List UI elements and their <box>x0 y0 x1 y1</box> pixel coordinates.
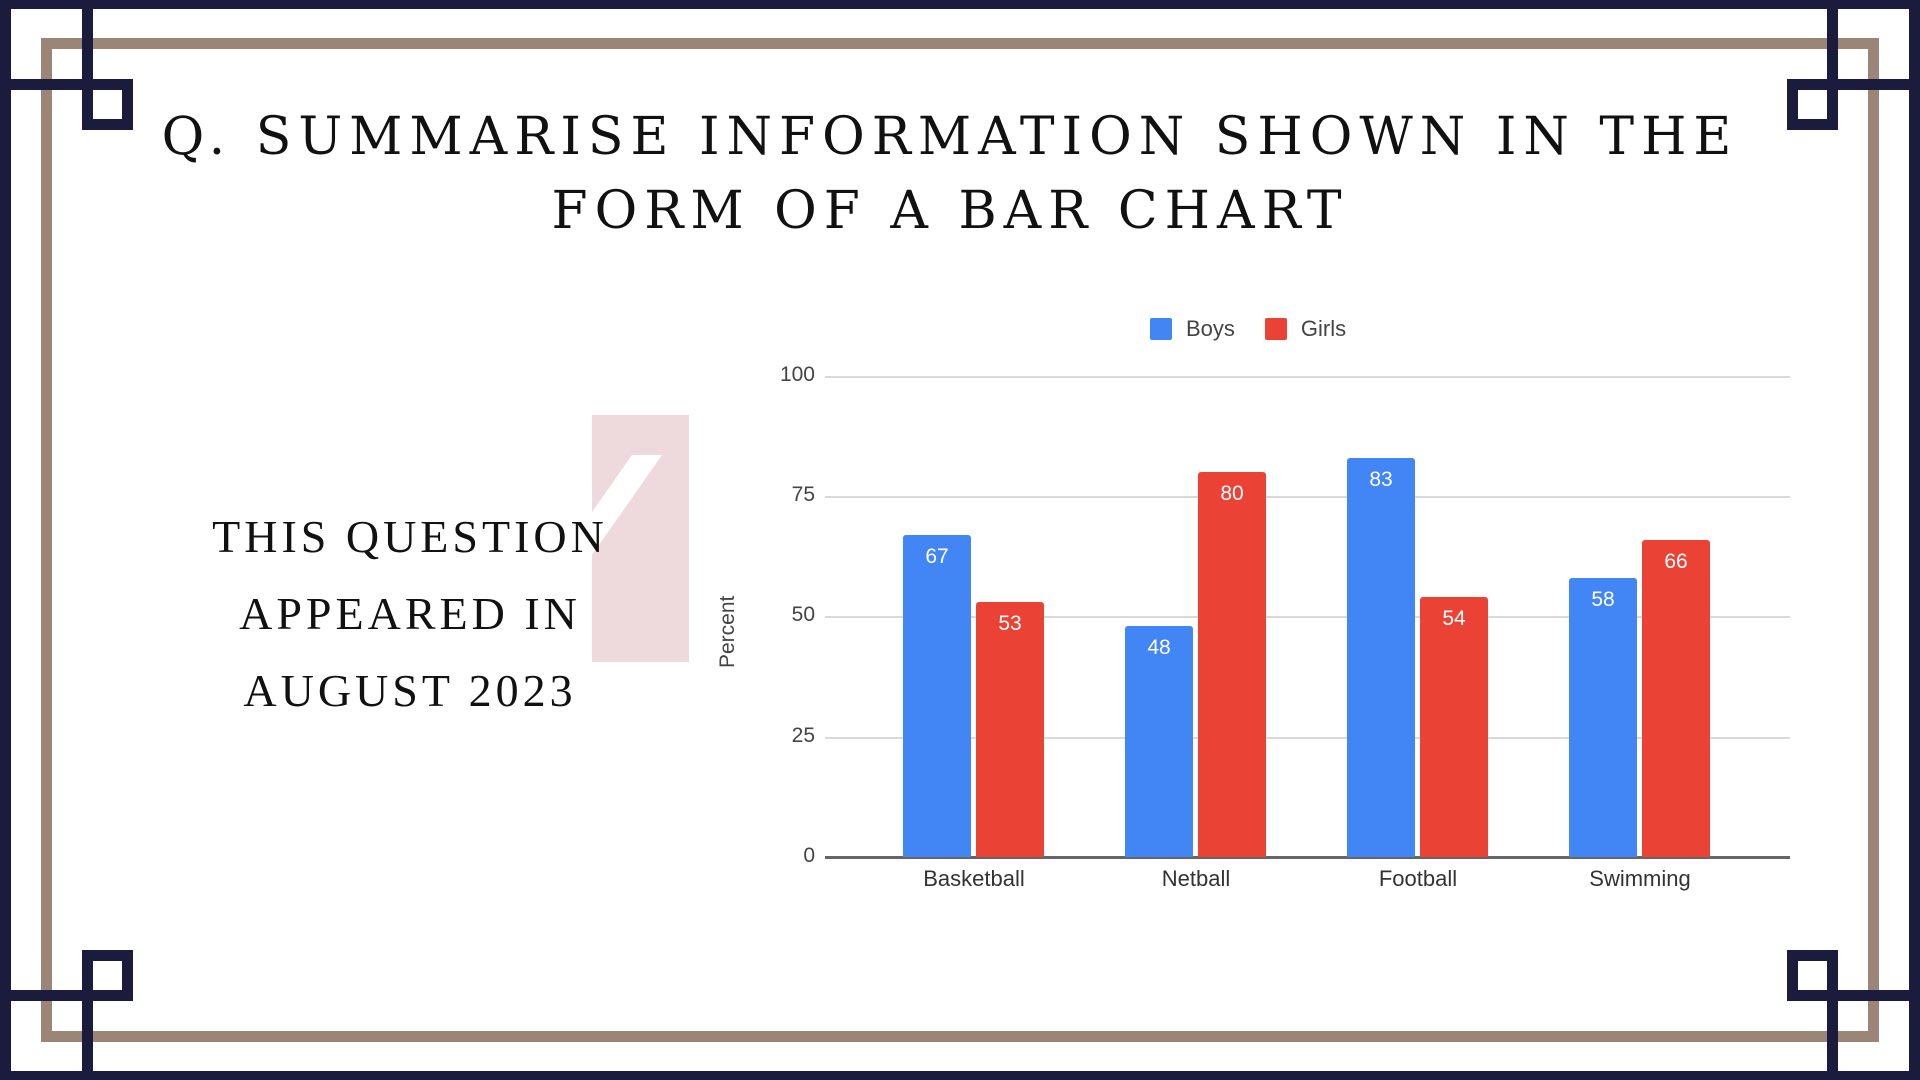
corner-tr-hbar <box>1787 79 1920 90</box>
corner-tr-square <box>1787 79 1838 130</box>
watermark-logo <box>592 415 689 662</box>
bar-value: 53 <box>998 612 1022 635</box>
x-label-netball: Netball <box>1161 866 1231 891</box>
gridline-50 <box>825 616 1790 618</box>
frame-top <box>0 0 1920 9</box>
corner-tl-square <box>82 79 133 130</box>
tan-frame-bottom <box>41 1031 1879 1042</box>
bar-basketball-boys: 67 <box>903 535 971 857</box>
title-line-1: Q. SUMMARISE INFORMATION SHOWN IN THE <box>161 107 1739 167</box>
y-tick-50: 50 <box>791 603 815 626</box>
side-note-line-1: THIS QUESTION <box>212 511 608 562</box>
bar-value: 80 <box>1220 482 1244 505</box>
gridline-25 <box>825 737 1790 739</box>
x-label-football: Football <box>1378 866 1458 891</box>
frame-left <box>0 0 11 1080</box>
bar-value: 48 <box>1147 636 1171 659</box>
legend-item-boys: Boys <box>1150 316 1235 342</box>
bar-swimming-girls: 66 <box>1642 540 1710 857</box>
y-axis-label: Percent <box>716 595 739 668</box>
bar-football-girls: 54 <box>1420 597 1488 857</box>
legend-swatch-boys <box>1150 318 1172 340</box>
corner-bl-hbar <box>0 990 133 1001</box>
bar-netball-boys: 48 <box>1125 626 1193 857</box>
corner-tl-vbar <box>82 0 93 130</box>
bar-netball-girls: 80 <box>1198 472 1266 857</box>
tan-frame-left <box>41 38 52 1042</box>
y-tick-0: 0 <box>803 844 815 867</box>
bar-value: 54 <box>1442 607 1466 630</box>
chart-legend: Boys Girls <box>1150 316 1376 342</box>
side-note: THIS QUESTION APPEARED IN AUGUST 2023 <box>150 498 670 729</box>
side-note-line-3: AUGUST 2023 <box>243 665 577 716</box>
y-tick-100: 100 <box>779 363 815 386</box>
legend-swatch-girls <box>1264 318 1287 340</box>
bar-value: 67 <box>925 545 949 568</box>
slide-title: Q. SUMMARISE INFORMATION SHOWN IN THE FO… <box>0 100 1900 248</box>
corner-bl-square <box>82 950 133 1001</box>
side-note-line-2: APPEARED IN <box>239 588 581 639</box>
y-tick-75: 75 <box>791 483 815 506</box>
legend-label-boys: Boys <box>1186 316 1235 341</box>
x-axis-line <box>825 856 1790 859</box>
bar-value: 83 <box>1369 468 1393 491</box>
corner-br-vbar <box>1827 950 1838 1080</box>
corner-tl-hbar <box>0 79 133 90</box>
x-label-basketball: Basketball <box>923 866 1025 891</box>
bar-value: 66 <box>1664 550 1688 573</box>
bar-football-boys: 83 <box>1347 458 1415 857</box>
bar-value: 58 <box>1591 588 1615 611</box>
corner-bl-vbar <box>82 950 93 1080</box>
bar-swimming-boys: 58 <box>1569 578 1637 857</box>
bar-basketball-girls: 53 <box>976 602 1044 857</box>
corner-br-hbar <box>1787 990 1920 1001</box>
legend-label-girls: Girls <box>1300 316 1347 341</box>
frame-right <box>1909 0 1920 1080</box>
y-tick-25: 25 <box>791 724 815 747</box>
corner-tr-vbar <box>1827 0 1838 130</box>
corner-br-square <box>1787 950 1838 1001</box>
frame-bottom <box>0 1071 1920 1080</box>
x-label-swimming: Swimming <box>1589 866 1691 891</box>
tan-frame-right <box>1868 38 1879 1042</box>
gridline-100 <box>825 376 1790 378</box>
tan-frame-top <box>41 38 1879 49</box>
gridline-75 <box>825 496 1790 498</box>
legend-item-girls: Girls <box>1264 316 1347 342</box>
title-line-2: FORM OF A BAR CHART <box>551 181 1349 241</box>
